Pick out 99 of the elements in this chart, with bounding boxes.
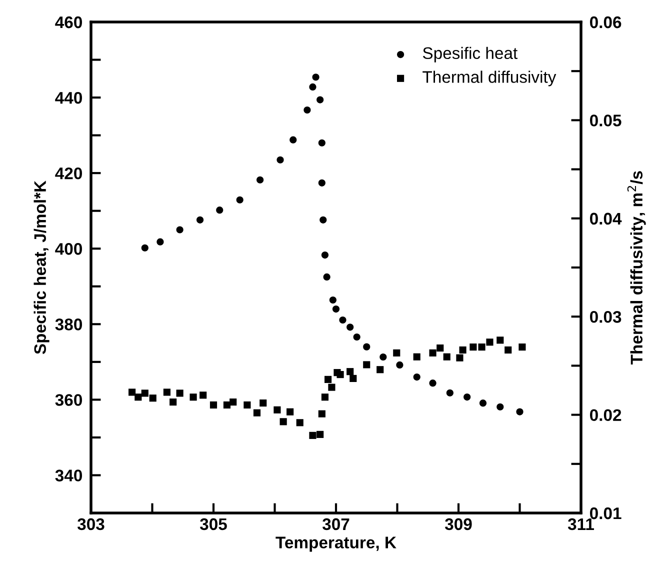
point <box>200 392 207 399</box>
point <box>176 226 184 234</box>
point <box>256 176 264 184</box>
point <box>363 361 370 368</box>
y-axis-title: Specific heat, J/mol*K <box>34 180 50 354</box>
point <box>413 353 420 360</box>
x-tick-label: 305 <box>200 518 227 530</box>
y2-tick-label: 0.01 <box>590 507 622 520</box>
x-tick-label: 309 <box>444 518 472 530</box>
legend-label: Spesific heat <box>422 46 518 62</box>
point <box>309 432 316 439</box>
point <box>236 196 244 204</box>
y-tick-label: 460 <box>55 16 82 28</box>
point <box>518 344 526 351</box>
point <box>346 368 354 376</box>
point <box>170 398 177 406</box>
point <box>504 346 512 354</box>
point <box>470 344 477 351</box>
point <box>464 394 471 401</box>
y-tick-label: 360 <box>55 394 82 406</box>
point <box>223 401 231 409</box>
point <box>286 408 294 416</box>
point <box>253 409 261 416</box>
y2-axis-title: Thermal diffusivity, m$^{2}$/s <box>627 171 646 364</box>
point <box>216 206 224 214</box>
point <box>318 410 326 418</box>
x-axis-title: Temperature, K <box>276 536 396 552</box>
point <box>436 344 444 352</box>
point <box>456 354 464 362</box>
point <box>429 349 436 356</box>
point <box>516 408 524 416</box>
point <box>274 406 281 414</box>
point <box>280 418 287 426</box>
point <box>479 400 487 407</box>
point <box>210 401 218 409</box>
point <box>320 216 327 224</box>
point <box>290 136 297 144</box>
point <box>316 96 324 104</box>
point <box>350 374 357 382</box>
point <box>324 376 332 383</box>
point <box>318 179 326 186</box>
y-tick-label: 400 <box>55 243 82 255</box>
x-tick-label: 303 <box>77 518 104 530</box>
point <box>141 244 148 252</box>
y2-tick-label: 0.04 <box>590 212 622 225</box>
point <box>496 403 504 410</box>
point <box>443 353 450 360</box>
point <box>312 74 320 81</box>
point <box>459 346 466 354</box>
point <box>156 238 164 246</box>
point <box>346 324 354 331</box>
point <box>244 401 251 409</box>
point <box>304 106 311 114</box>
point <box>478 344 486 351</box>
y-tick-label: 420 <box>55 167 82 180</box>
point <box>323 273 330 280</box>
point <box>328 384 336 391</box>
point <box>196 216 204 224</box>
point <box>163 388 170 396</box>
point <box>309 83 316 91</box>
point <box>496 336 504 344</box>
point <box>134 394 142 401</box>
point <box>321 251 329 259</box>
y-tick-label: 440 <box>55 92 82 104</box>
point <box>230 398 237 406</box>
point <box>339 316 346 324</box>
point <box>363 343 370 350</box>
point <box>336 370 344 378</box>
y2-tick-label: 0.06 <box>590 16 622 28</box>
point <box>446 389 454 396</box>
y2-tick-label: 0.03 <box>590 311 622 323</box>
point <box>316 430 324 438</box>
y2-tick-label: 0.02 <box>590 409 622 422</box>
point <box>353 333 360 341</box>
point <box>128 388 136 396</box>
point <box>190 394 197 401</box>
point <box>329 296 336 304</box>
point <box>296 419 304 426</box>
point <box>486 338 494 346</box>
y-tick-label: 340 <box>55 470 82 482</box>
point <box>332 306 340 313</box>
point <box>260 399 267 407</box>
point <box>380 353 387 361</box>
y2-tick-label: 0.05 <box>590 114 622 126</box>
x-tick-label: 311 <box>568 518 594 530</box>
point <box>393 349 400 356</box>
x-tick-label: 307 <box>322 518 350 530</box>
point <box>413 373 420 381</box>
point <box>376 366 384 374</box>
legend-label: Thermal diffusivity <box>422 70 556 86</box>
point <box>321 394 329 401</box>
point <box>396 361 404 368</box>
point <box>141 390 148 397</box>
point <box>276 156 284 164</box>
point <box>318 139 326 146</box>
point <box>429 380 436 387</box>
y-tick-label: 380 <box>55 318 82 330</box>
point <box>176 390 184 397</box>
point <box>149 394 156 402</box>
